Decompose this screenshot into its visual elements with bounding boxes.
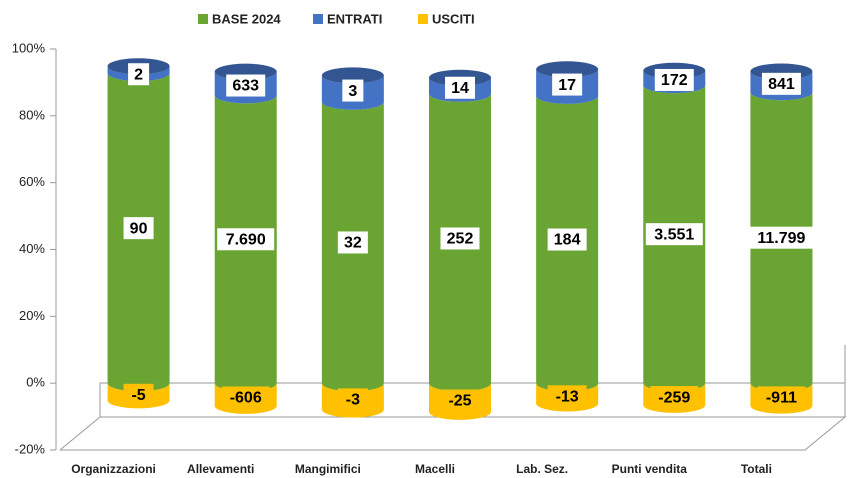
data-label-box (337, 231, 368, 254)
data-label: -911 (766, 390, 797, 407)
data-label-box (440, 389, 480, 412)
legend-label: USCITI (432, 11, 475, 26)
data-label-box (552, 73, 583, 96)
cylinder-top (536, 61, 599, 78)
y-tick-label: 100% (12, 40, 46, 55)
data-label: 7.690 (226, 231, 266, 248)
data-label: -259 (658, 389, 690, 406)
legend-label: BASE 2024 (212, 11, 281, 26)
data-label-box (547, 385, 587, 408)
x-tick-label: Macelli (415, 462, 455, 476)
data-label-box (757, 386, 806, 409)
data-label-box (645, 223, 703, 246)
data-label-box (123, 383, 154, 406)
y-tick-label: -20% (15, 441, 46, 456)
data-label-box (445, 76, 475, 99)
data-label: 3.551 (654, 226, 694, 243)
data-label: -3 (346, 392, 360, 409)
cylinder-top (321, 67, 384, 84)
x-tick-label: Lab. Sez. (516, 462, 568, 476)
data-label-box (748, 226, 815, 249)
data-label: 184 (554, 232, 581, 249)
data-label: -25 (448, 393, 471, 410)
data-label: 172 (661, 72, 688, 89)
x-tick-label: Organizzazioni (71, 462, 156, 476)
data-label: 3 (348, 83, 357, 100)
data-label-box (221, 386, 270, 409)
data-label-box (440, 227, 480, 250)
data-label: 841 (768, 76, 795, 93)
legend-label: ENTRATI (327, 11, 382, 26)
x-tick-label: Allevamenti (187, 462, 254, 476)
data-label: 32 (344, 235, 362, 252)
data-label-box (650, 386, 699, 409)
data-label-box (342, 79, 364, 102)
data-label-box (123, 217, 154, 240)
data-label-box (217, 228, 275, 251)
data-label-box (761, 72, 801, 95)
cylinder-segment (107, 66, 170, 82)
y-tick-label: 40% (19, 241, 45, 256)
data-label: 17 (558, 77, 576, 94)
data-label-box (547, 228, 587, 251)
data-label: 11.799 (757, 230, 805, 247)
x-tick-label: Mangimifici (295, 462, 361, 476)
y-tick-label: 20% (19, 308, 45, 323)
data-label: 2 (134, 66, 143, 83)
x-tick-label: Totali (741, 462, 772, 476)
data-label: 252 (447, 231, 474, 248)
y-tick-label: 80% (19, 107, 45, 122)
data-label-box (128, 63, 150, 86)
legend-swatch (313, 14, 323, 24)
data-label: 14 (451, 80, 469, 97)
data-label-box (654, 68, 694, 91)
data-label: -606 (230, 390, 262, 407)
x-tick-label: Punti vendita (612, 462, 688, 476)
y-tick-label: 60% (19, 174, 45, 189)
data-label: 633 (232, 78, 259, 95)
data-label: -13 (556, 389, 579, 406)
data-label-box (337, 388, 368, 411)
legend-swatch (418, 14, 428, 24)
bar (107, 66, 170, 82)
data-label: -5 (131, 387, 145, 404)
y-tick-label: 0% (26, 375, 45, 390)
data-label-box (226, 74, 266, 97)
legend-swatch (198, 14, 208, 24)
data-label: 90 (130, 220, 148, 237)
